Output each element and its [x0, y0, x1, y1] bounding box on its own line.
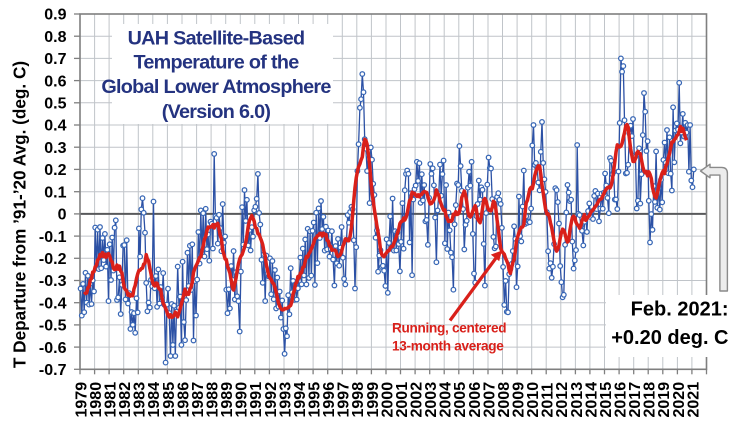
svg-text:2011: 2011 [540, 383, 557, 418]
svg-text:1982: 1982 [117, 382, 134, 418]
svg-text:0.1: 0.1 [44, 184, 66, 201]
svg-text:2001: 2001 [394, 382, 411, 418]
svg-text:0.5: 0.5 [44, 96, 66, 113]
svg-text:1999: 1999 [365, 382, 382, 418]
svg-text:2018: 2018 [642, 382, 659, 418]
svg-text:2013: 2013 [569, 382, 586, 418]
svg-text:1996: 1996 [321, 382, 338, 418]
svg-text:2002: 2002 [409, 382, 426, 418]
svg-text:1988: 1988 [205, 382, 222, 418]
svg-text:Running, centered: Running, centered [392, 321, 506, 336]
svg-text:2000: 2000 [379, 382, 396, 418]
svg-text:1991: 1991 [248, 382, 265, 418]
svg-text:0.8: 0.8 [44, 29, 66, 46]
svg-text:1980: 1980 [88, 382, 105, 418]
svg-text:-0.4: -0.4 [39, 295, 67, 312]
svg-text:1986: 1986 [175, 382, 192, 418]
svg-text:0.4: 0.4 [44, 118, 66, 135]
svg-text:2017: 2017 [627, 382, 644, 418]
svg-text:2021: 2021 [685, 382, 702, 418]
svg-text:2004: 2004 [438, 382, 455, 418]
svg-text:T Departure from ’91-’20 Avg.: T Departure from ’91-’20 Avg. (deg. C) [10, 61, 30, 368]
svg-text:2005: 2005 [452, 382, 469, 418]
svg-text:0.3: 0.3 [44, 140, 66, 157]
svg-text:1997: 1997 [336, 382, 353, 418]
svg-text:2006: 2006 [467, 382, 484, 418]
svg-text:Feb. 2021:: Feb. 2021: [631, 299, 729, 321]
svg-text:2012: 2012 [554, 382, 571, 418]
svg-text:2003: 2003 [423, 382, 440, 418]
svg-text:1992: 1992 [263, 382, 280, 418]
svg-text:0.9: 0.9 [44, 7, 66, 24]
svg-text:2016: 2016 [613, 382, 630, 418]
svg-text:(Version 6.0): (Version 6.0) [162, 101, 271, 123]
svg-text:-0.5: -0.5 [39, 318, 67, 335]
svg-text:1985: 1985 [161, 382, 178, 418]
svg-text:2015: 2015 [598, 382, 615, 418]
svg-text:2009: 2009 [511, 382, 528, 418]
svg-text:13-month average: 13-month average [392, 339, 504, 354]
svg-text:Global Lower Atmosphere: Global Lower Atmosphere [101, 76, 331, 98]
svg-text:2020: 2020 [671, 382, 688, 418]
svg-text:2008: 2008 [496, 382, 513, 418]
svg-text:1995: 1995 [307, 382, 324, 418]
svg-text:1989: 1989 [219, 382, 236, 418]
svg-text:Temperature of the: Temperature of the [133, 52, 299, 74]
svg-text:1983: 1983 [132, 382, 149, 418]
svg-text:0.2: 0.2 [44, 162, 66, 179]
svg-text:2010: 2010 [525, 382, 542, 418]
svg-text:-0.6: -0.6 [39, 340, 67, 357]
svg-text:-0.1: -0.1 [39, 229, 67, 246]
svg-text:1984: 1984 [146, 382, 163, 418]
svg-text:1987: 1987 [190, 382, 207, 418]
svg-text:1981: 1981 [103, 382, 120, 418]
svg-text:2014: 2014 [583, 382, 600, 418]
svg-text:-0.7: -0.7 [39, 362, 67, 379]
svg-text:0: 0 [58, 207, 67, 224]
svg-text:-0.3: -0.3 [39, 273, 67, 290]
svg-text:2007: 2007 [481, 382, 498, 418]
svg-text:UAH Satellite-Based: UAH Satellite-Based [128, 28, 305, 50]
svg-text:2019: 2019 [656, 382, 673, 418]
svg-text:1979: 1979 [73, 382, 90, 418]
svg-text:+0.20 deg. C: +0.20 deg. C [611, 327, 728, 349]
svg-text:1994: 1994 [292, 382, 309, 418]
svg-text:1998: 1998 [350, 382, 367, 418]
svg-text:-0.2: -0.2 [39, 251, 67, 268]
svg-text:0.6: 0.6 [44, 73, 66, 90]
svg-text:1993: 1993 [277, 382, 294, 418]
svg-text:1990: 1990 [234, 382, 251, 418]
svg-text:0.7: 0.7 [44, 51, 66, 68]
